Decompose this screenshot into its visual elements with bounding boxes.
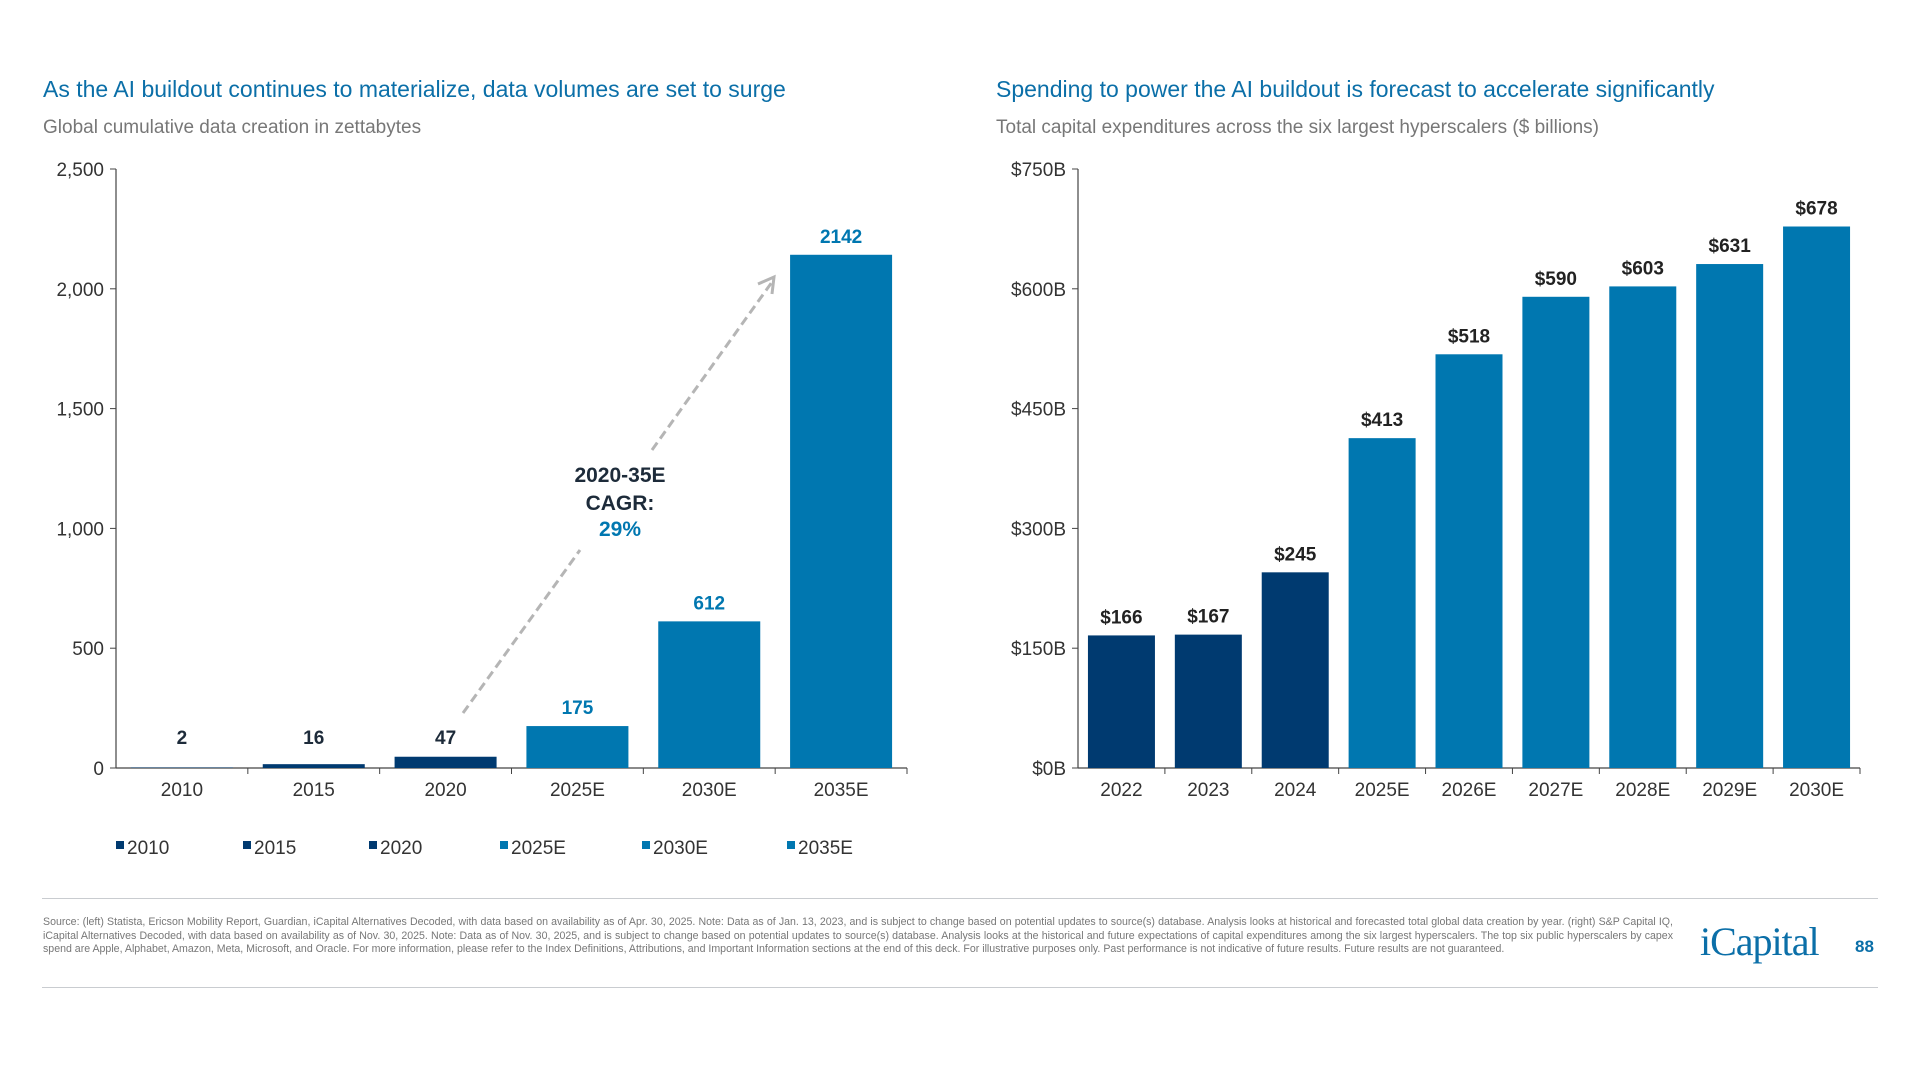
- data-label: 2: [177, 728, 188, 749]
- bar-2025E: [1348, 438, 1416, 768]
- data-label: $245: [1274, 544, 1317, 565]
- y-tick-label: 2,000: [56, 280, 104, 301]
- data-label: $678: [1795, 199, 1837, 220]
- left-chart-subtitle: Global cumulative data creation in zetta…: [43, 117, 422, 138]
- data-label: $413: [1361, 410, 1403, 431]
- legend-swatch: [243, 841, 251, 849]
- x-tick-label: 2028E: [1615, 780, 1670, 801]
- bar-2022: [1087, 635, 1155, 768]
- y-tick-label: 0: [93, 759, 104, 780]
- y-tick-label: 2,500: [56, 160, 104, 181]
- bar-2028E: [1609, 286, 1677, 768]
- cagr-label-line1: 2020-35E: [574, 464, 665, 487]
- x-tick-label: 2027E: [1528, 780, 1583, 801]
- page-number: 88: [1855, 937, 1874, 956]
- y-tick-label: $0B: [1032, 759, 1066, 780]
- data-label: 175: [562, 698, 594, 719]
- cagr-arrow-lower: [461, 549, 582, 714]
- bar-2027E: [1522, 296, 1590, 768]
- cagr-label-line2: CAGR:: [586, 492, 655, 515]
- data-label: 612: [693, 593, 725, 614]
- data-label: $603: [1622, 258, 1664, 279]
- right-chart-title: Spending to power the AI buildout is for…: [996, 76, 1715, 102]
- charts-canvas: 0 500 1,000 1,500 2,000 2,500 2010 2 2015 16 2020 4…: [56, 160, 1861, 859]
- footer-divider-bottom: [42, 987, 1878, 988]
- y-tick-label: $450B: [1011, 400, 1066, 421]
- y-tick-label: $300B: [1011, 519, 1066, 540]
- data-label: 47: [435, 728, 456, 749]
- footer-divider-top: [42, 898, 1878, 899]
- legend-label: 2030E: [653, 838, 708, 859]
- data-label: 16: [303, 728, 324, 749]
- legend-label: 2020: [380, 838, 422, 859]
- x-tick-label: 2010: [161, 780, 203, 801]
- bar-2024: [1261, 572, 1329, 768]
- icapital-logo: iCapital: [1700, 919, 1820, 964]
- y-tick-label: $600B: [1011, 280, 1066, 301]
- bar-2030E: [1783, 226, 1851, 768]
- data-label: 2142: [820, 227, 862, 248]
- source-note: Source: (left) Statista, Ericson Mobilit…: [43, 916, 1673, 955]
- y-tick-label: 500: [72, 639, 104, 660]
- legend-swatch: [500, 841, 508, 849]
- data-label: $518: [1448, 326, 1490, 347]
- legend-label: 2025E: [511, 838, 566, 859]
- bar-2020: [394, 756, 497, 768]
- x-tick-label: 2022: [1100, 780, 1142, 801]
- y-tick-label: $150B: [1011, 639, 1066, 660]
- x-tick-label: 2030E: [682, 780, 737, 801]
- bar-2029E: [1696, 264, 1764, 768]
- bar-2030E: [658, 621, 761, 768]
- x-tick-label: 2020: [424, 780, 466, 801]
- bar-2023: [1174, 634, 1242, 768]
- data-label: $167: [1187, 607, 1229, 628]
- arrow-head-icon: [757, 274, 776, 295]
- bar-2025E: [526, 726, 629, 768]
- legend-swatch: [369, 841, 377, 849]
- legend-swatch: [787, 841, 795, 849]
- x-tick-label: 2026E: [1442, 780, 1497, 801]
- legend-swatch: [642, 841, 650, 849]
- y-tick-label: 1,500: [56, 400, 104, 421]
- legend-label: 2015: [254, 838, 296, 859]
- cagr-arrow-upper: [650, 281, 774, 451]
- bar-2026E: [1435, 354, 1503, 768]
- y-tick-label: 1,000: [56, 519, 104, 540]
- x-tick-label: 2024: [1274, 780, 1317, 801]
- bar-2015: [262, 764, 365, 768]
- bar-2035E: [790, 254, 893, 768]
- legend-swatch: [116, 841, 124, 849]
- y-tick-label: $750B: [1011, 160, 1066, 181]
- x-tick-label: 2023: [1187, 780, 1229, 801]
- left-chart-title: As the AI buildout continues to material…: [43, 76, 786, 102]
- x-tick-label: 2025E: [1355, 780, 1410, 801]
- x-tick-label: 2025E: [550, 780, 605, 801]
- data-label: $166: [1100, 607, 1142, 628]
- cagr-value: 29%: [599, 518, 641, 541]
- x-tick-label: 2015: [293, 780, 335, 801]
- x-tick-label: 2029E: [1702, 780, 1757, 801]
- right-chart-subtitle: Total capital expenditures across the si…: [996, 117, 1599, 138]
- x-tick-label: 2035E: [814, 780, 869, 801]
- x-tick-label: 2030E: [1789, 780, 1844, 801]
- legend-label: 2035E: [798, 838, 853, 859]
- legend-label: 2010: [127, 838, 169, 859]
- data-label: $590: [1535, 269, 1577, 290]
- data-label: $631: [1709, 236, 1752, 257]
